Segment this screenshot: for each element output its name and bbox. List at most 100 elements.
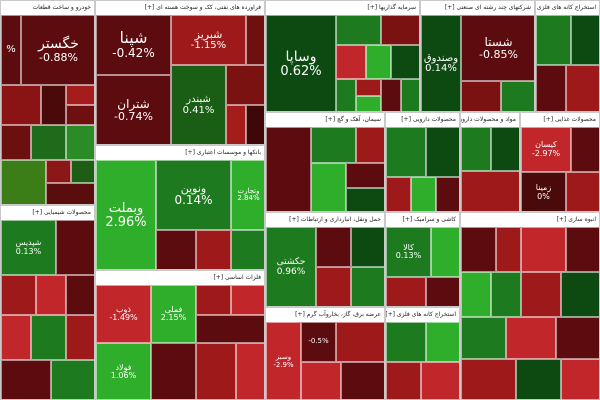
tile-stock[interactable] [461, 127, 491, 171]
tile-stock[interactable] [311, 163, 346, 211]
sector-petroleum[interactable]: فراورده های نفتی، کک و سوخت هسته ای [+] … [95, 0, 265, 145]
sector-metal-ore-top[interactable]: استخراج کانه های فلزی [535, 0, 600, 112]
tile-stock[interactable] [381, 79, 401, 111]
sector-multi-industrial[interactable]: شرکتهای چند رشته ای صنعتی [+] شستا -0.85… [420, 0, 535, 112]
tile-zamina[interactable]: زمینا 0% [521, 172, 566, 211]
tile-stock[interactable] [386, 177, 411, 211]
tile-shepna[interactable]: شپنا -0.42% [96, 15, 171, 75]
tile-stock[interactable] [381, 15, 419, 45]
tile-stock[interactable] [571, 15, 599, 65]
tile-stock[interactable] [226, 105, 246, 144]
tile-stock[interactable] [366, 45, 391, 79]
tile-shepdis[interactable]: شپدیس 0.13% [1, 220, 56, 275]
tile-shasta[interactable]: شستا -0.85% [461, 15, 534, 81]
tile-stock[interactable] [501, 81, 534, 111]
tile-stock[interactable] [491, 127, 519, 171]
tile-vesabz[interactable]: وسبز -2.9% [266, 322, 301, 399]
tile-stock[interactable] [1, 160, 46, 204]
tile-stock[interactable] [506, 317, 556, 359]
tile-stock[interactable] [571, 127, 599, 172]
tile-foulad[interactable]: فولاد 1.06% [96, 343, 151, 399]
tile-stock[interactable] [346, 163, 384, 188]
tile-stock[interactable] [561, 272, 599, 317]
tile-stock[interactable] [316, 267, 351, 306]
tile-stock[interactable] [436, 177, 459, 211]
tile-stock[interactable] [1, 85, 41, 125]
tile-stock[interactable] [351, 227, 384, 267]
tile-stock[interactable] [426, 277, 459, 306]
tile-stock[interactable] [46, 183, 94, 204]
tile-stock[interactable] [231, 230, 264, 269]
tile-khgostar[interactable]: خگستر -0.88% [21, 15, 94, 85]
sector-cement[interactable]: سیمان، آهک و گچ [+] [265, 112, 385, 212]
tile-fameli[interactable]: فملی 2.15% [151, 285, 196, 343]
tile-stock[interactable] [1, 315, 31, 360]
tile-vanovin[interactable]: ونوین 0.14% [156, 160, 231, 230]
tile-stock[interactable] [386, 322, 426, 362]
tile-vatejarat[interactable]: وتجارت 2.84% [231, 160, 264, 230]
tile-stock[interactable] [66, 85, 94, 105]
tile-stock[interactable] [71, 160, 94, 183]
tile-stock[interactable] [66, 275, 94, 315]
tile-stock[interactable] [461, 171, 519, 211]
tile-stock[interactable] [56, 220, 94, 275]
tile-stock[interactable] [356, 79, 381, 96]
tile-stock[interactable] [336, 79, 356, 111]
tile-stock[interactable] [521, 227, 566, 272]
sector-banks[interactable]: بانکها و موسسات اعتباری [+] وبملت 2.96% … [95, 145, 265, 270]
tile-stock[interactable] [246, 105, 264, 144]
tile-stock[interactable] [66, 315, 94, 360]
tile-stock[interactable] [301, 362, 341, 399]
tile-stock[interactable] [536, 15, 571, 65]
tile-stock[interactable] [66, 125, 94, 160]
sector-basic-metals[interactable]: فلزات اساسی [+] ذوب -1.49% فملی 2.15% فو… [95, 270, 265, 400]
tile-hekshti[interactable]: حکشتی 0.96% [266, 227, 316, 306]
tile-stock[interactable] [401, 79, 419, 111]
tile-stock[interactable] [336, 15, 381, 45]
tile-misc[interactable]: -0.5% [301, 322, 336, 362]
tile-stock[interactable] [356, 127, 384, 163]
sector-transport[interactable]: حمل ونقل، انبارداری و ارتباطات [+] حکشتی… [265, 212, 385, 307]
tile-stock[interactable] [496, 227, 521, 272]
tile-stock[interactable] [151, 343, 196, 399]
tile-stock[interactable] [31, 125, 66, 160]
tile-stock[interactable] [336, 322, 384, 362]
sector-pharma[interactable]: محصولات دارویی [+] [385, 112, 460, 212]
tile-stock[interactable] [431, 227, 459, 277]
tile-stock[interactable] [51, 360, 94, 399]
tile-shabriz[interactable]: شبریز -1.15% [171, 15, 246, 65]
tile-stock[interactable] [391, 45, 419, 79]
sector-power[interactable]: عرضه برق، گاز، بخاروآب گرم [+] وسبز -2.9… [265, 307, 385, 400]
tile-zob[interactable]: ذوب -1.49% [96, 285, 151, 343]
tile-stock[interactable] [536, 65, 566, 111]
tile-shetran[interactable]: شتران -0.74% [96, 75, 171, 144]
tile-stock[interactable] [316, 227, 351, 267]
tile-stock[interactable] [41, 85, 66, 125]
tile-vasandoq[interactable]: وصندوق 0.14% [421, 15, 461, 111]
tile-stock[interactable] [46, 160, 71, 183]
tile-stock[interactable] [426, 127, 459, 177]
tile-stock[interactable] [386, 277, 426, 306]
tile-stock[interactable] [461, 317, 506, 359]
sector-ceramics[interactable]: کاشی و سرامیک [+] کالا 0.13% [385, 212, 460, 307]
tile-stock[interactable] [346, 188, 384, 211]
tile-left-edge[interactable]: % [1, 15, 21, 85]
tile-stock[interactable] [461, 81, 501, 111]
tile-stock[interactable] [461, 227, 496, 272]
sector-chemicals[interactable]: محصولات شیمیایی [+] شپدیس 0.13% [0, 205, 95, 400]
tile-stock[interactable] [311, 127, 356, 163]
tile-stock[interactable] [196, 315, 264, 343]
tile-stock[interactable] [566, 65, 599, 111]
sector-metal-ore-bottom[interactable]: استخراج کانه های فلزی [+] [385, 307, 460, 400]
tile-stock[interactable] [386, 127, 426, 177]
tile-stock[interactable] [421, 362, 459, 399]
sector-investment[interactable]: سرمایه گذاریها [+] وساپا 0.62% [265, 0, 420, 112]
tile-stock[interactable] [461, 359, 516, 399]
tile-stock[interactable] [561, 359, 599, 399]
tile-stock[interactable] [566, 227, 599, 272]
tile-stock[interactable] [236, 343, 264, 399]
tile-stock[interactable] [516, 359, 561, 399]
sector-automotive[interactable]: خودرو و ساخت قطعات % خگستر -0.88% [0, 0, 95, 205]
tile-stock[interactable] [246, 15, 264, 65]
tile-stock[interactable] [491, 272, 521, 317]
